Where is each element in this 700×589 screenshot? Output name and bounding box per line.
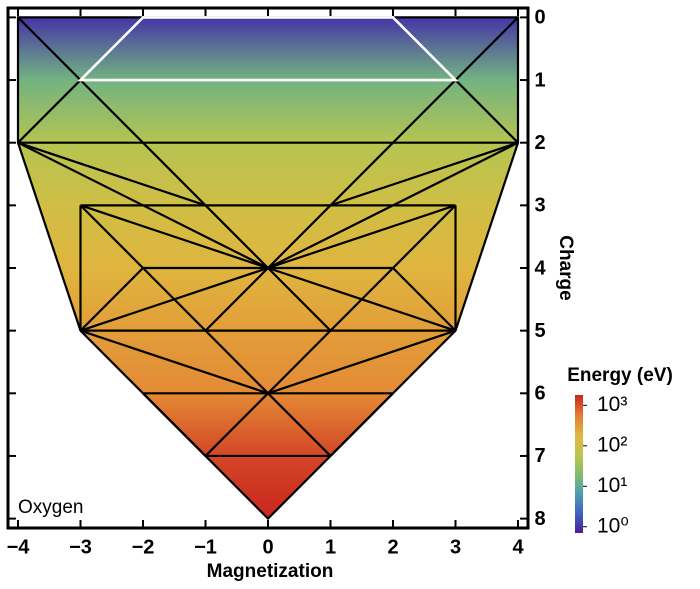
x-tick-label: −2	[132, 536, 155, 558]
mesh-edge	[267, 329, 332, 395]
annotation: Oxygen	[18, 497, 83, 518]
x-tick-label: 2	[387, 536, 398, 558]
mesh-edge	[79, 267, 144, 332]
colorbar-tick-label: 10³	[597, 393, 627, 416]
mesh-edge	[80, 204, 269, 270]
mesh-edge	[79, 204, 144, 269]
highlight-region	[77, 16, 459, 82]
mesh-edge	[80, 329, 269, 395]
x-tick-label: 3	[450, 536, 461, 558]
x-tick-label: −3	[69, 536, 92, 558]
y-tick-label: 8	[534, 508, 545, 530]
mesh-edge	[204, 329, 269, 395]
mesh-edge	[454, 79, 519, 144]
x-tick-label: 1	[325, 536, 336, 558]
mesh-edge	[204, 392, 269, 457]
colorbar-tick-label: 10¹	[597, 474, 627, 497]
mesh-edge	[392, 204, 457, 269]
colorbar-label: Energy (eV)	[567, 365, 673, 386]
x-axis-label: Magnetization	[207, 561, 334, 582]
colorbar	[575, 395, 583, 533]
y-tick-label: 1	[534, 69, 545, 91]
y-axis-label: Charge	[555, 235, 576, 300]
y-tick-label: 4	[534, 257, 546, 279]
colorbar-tick-label: 10²	[597, 433, 627, 456]
mesh-edge	[142, 267, 207, 332]
colorbar-tick-label: 10⁰	[597, 514, 629, 537]
mesh-outline	[16, 16, 520, 521]
mesh-edge	[329, 267, 394, 332]
y-tick-label: 3	[534, 195, 545, 217]
y-tick-label: 6	[534, 383, 545, 405]
mesh-edge	[267, 204, 456, 270]
mesh-edge	[204, 267, 269, 332]
mesh-edge	[267, 329, 456, 395]
y-tick-label: 2	[534, 132, 545, 154]
y-tick-label: 5	[534, 320, 545, 342]
mesh-edge	[392, 267, 457, 332]
x-tick-label: −4	[7, 536, 31, 558]
y-tick-label: 7	[534, 445, 545, 467]
x-tick-label: 4	[512, 536, 524, 558]
mesh-edge	[17, 141, 206, 207]
x-tick-label: −1	[194, 536, 217, 558]
y-tick-label: 0	[534, 7, 545, 29]
x-tick-label: 0	[262, 536, 273, 558]
mesh-edge	[330, 141, 519, 207]
mesh-edge	[17, 79, 82, 144]
mesh-edge	[267, 267, 332, 332]
mesh-edge	[267, 392, 332, 457]
